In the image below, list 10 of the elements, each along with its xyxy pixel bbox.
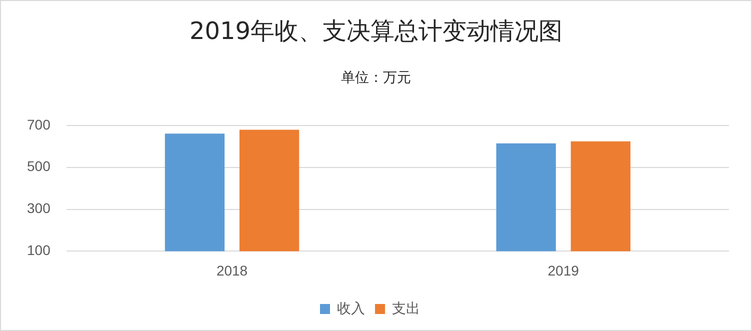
legend-label: 收入: [337, 300, 365, 316]
x-tick-label: 2019: [548, 262, 580, 278]
y-tick-label: 300: [27, 200, 51, 216]
legend-label: 支出: [392, 300, 420, 316]
chart-title: 2019年收、支决算总计变动情况图: [188, 16, 564, 47]
chart-subtitle: 单位：万元: [340, 69, 412, 87]
x-tick-label: 2018: [216, 262, 248, 278]
y-tick-label: 700: [27, 116, 51, 132]
y-tick-label: 500: [27, 158, 51, 174]
y-tick-label: 100: [27, 242, 51, 258]
